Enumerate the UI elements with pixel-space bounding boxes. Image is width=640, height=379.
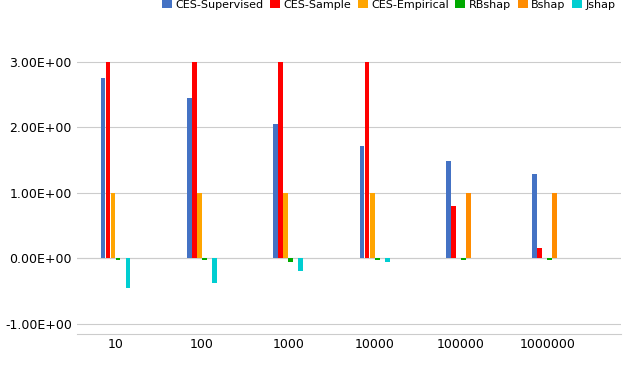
Bar — [116, 258, 120, 260]
Bar — [298, 258, 303, 271]
Bar — [466, 193, 471, 258]
Bar — [197, 193, 202, 258]
Bar — [385, 258, 390, 262]
Bar — [125, 258, 131, 288]
Bar — [547, 258, 552, 260]
Bar — [461, 258, 466, 260]
Bar — [289, 258, 293, 262]
Bar — [451, 206, 456, 258]
Bar — [187, 98, 192, 258]
Bar — [532, 174, 537, 258]
Bar — [202, 258, 207, 260]
Bar — [106, 62, 111, 258]
Bar — [111, 193, 115, 258]
Bar — [273, 124, 278, 258]
Bar — [100, 78, 106, 258]
Bar — [212, 258, 217, 283]
Bar — [370, 193, 374, 258]
Bar — [365, 62, 369, 258]
Bar — [360, 146, 365, 258]
Bar — [538, 248, 542, 258]
Bar — [192, 62, 196, 258]
Bar — [446, 161, 451, 258]
Bar — [375, 258, 380, 260]
Legend: CES-Supervised, CES-Sample, CES-Empirical, RBshap, Bshap, Jshap: CES-Supervised, CES-Sample, CES-Empirica… — [162, 0, 615, 9]
Bar — [284, 193, 288, 258]
Bar — [552, 193, 557, 258]
Bar — [278, 62, 283, 258]
